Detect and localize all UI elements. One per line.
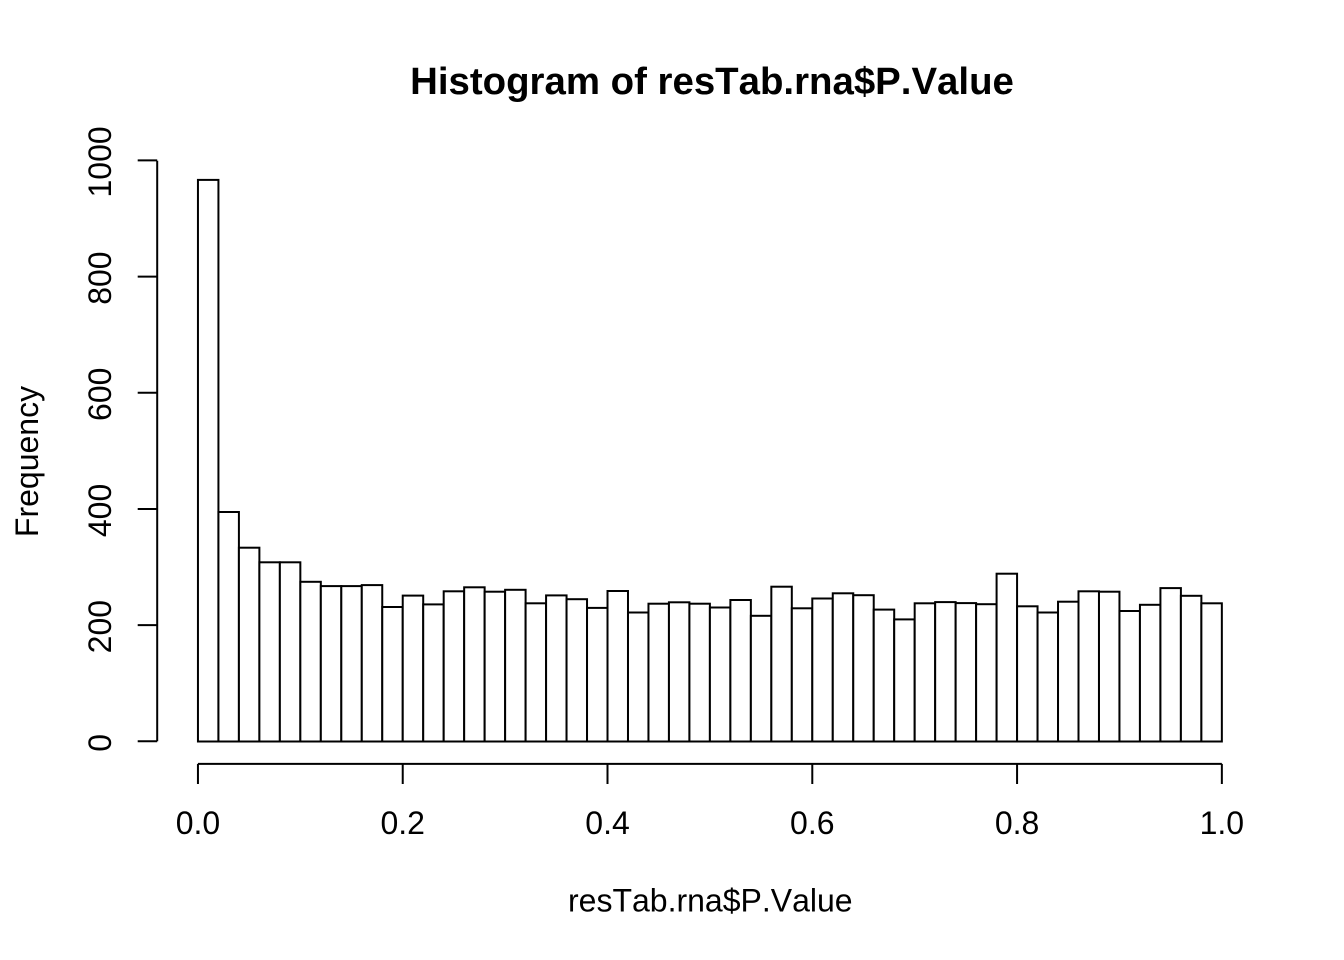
svg-text:400: 400 <box>82 484 118 537</box>
svg-text:0: 0 <box>82 734 118 752</box>
svg-text:Frequency: Frequency <box>9 386 45 537</box>
svg-text:0.0: 0.0 <box>176 805 220 841</box>
svg-text:600: 600 <box>82 368 118 421</box>
svg-text:Histogram of resTab.rna$P.Valu: Histogram of resTab.rna$P.Value <box>410 60 1014 103</box>
svg-text:800: 800 <box>82 251 118 304</box>
svg-text:1000: 1000 <box>82 126 118 197</box>
svg-text:0.4: 0.4 <box>585 805 629 841</box>
svg-text:1.0: 1.0 <box>1200 805 1244 841</box>
svg-text:0.8: 0.8 <box>995 805 1039 841</box>
svg-text:200: 200 <box>82 600 118 653</box>
svg-text:0.2: 0.2 <box>380 805 424 841</box>
svg-text:0.6: 0.6 <box>790 805 834 841</box>
svg-text:resTab.rna$P.Value: resTab.rna$P.Value <box>568 883 853 919</box>
